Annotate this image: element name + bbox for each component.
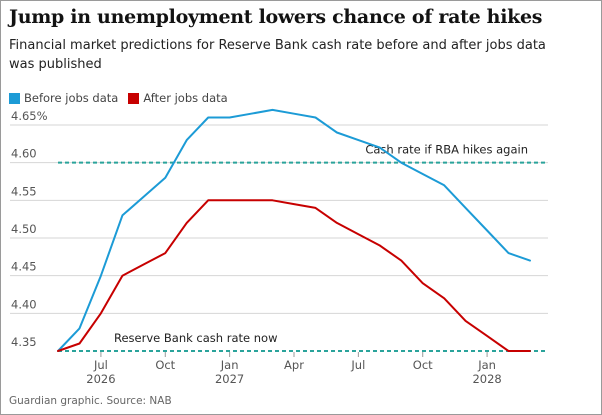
y-tick-label: 4.45 xyxy=(11,260,37,274)
legend-label-before: Before jobs data xyxy=(24,91,119,105)
legend-item-before: Before jobs data xyxy=(9,91,118,105)
x-tick-year: 2028 xyxy=(472,372,501,386)
y-tick-label: 4.60 xyxy=(11,147,37,161)
reference-line-label: Reserve Bank cash rate now xyxy=(114,331,277,345)
y-tick-label: 4.40 xyxy=(11,297,37,311)
x-tick-year: 2027 xyxy=(215,372,244,386)
chart-subtitle: Financial market predictions for Reserve… xyxy=(9,38,546,72)
chart-title: Jump in unemployment lowers chance of ra… xyxy=(9,6,543,28)
legend-label-after: After jobs data xyxy=(143,91,228,105)
x-tick-label: Oct xyxy=(155,358,175,372)
series-line-before xyxy=(57,108,531,352)
legend-swatch-after xyxy=(128,92,140,104)
legend-item-after: After jobs data xyxy=(128,91,228,105)
x-tick-year: 2026 xyxy=(86,372,115,386)
y-tick-label: 4.55 xyxy=(11,184,37,198)
x-tick-label: Oct xyxy=(413,358,433,372)
source-note: Guardian graphic. Source: NAB xyxy=(9,395,172,407)
y-tick-label: 4.65% xyxy=(11,109,48,123)
y-tick-label: 4.50 xyxy=(11,222,37,236)
x-tick-label: Apr xyxy=(284,358,304,372)
chart-legend: Before jobs data After jobs data xyxy=(9,91,238,105)
x-tick-label: Jul xyxy=(93,358,108,372)
x-tick-label: Jan xyxy=(477,358,496,372)
x-tick-label: Jul xyxy=(350,358,365,372)
y-tick-label: 4.35 xyxy=(11,335,37,349)
legend-swatch-before xyxy=(9,92,20,104)
series-line-after xyxy=(57,199,531,352)
reference-line-label: Cash rate if RBA hikes again xyxy=(365,143,528,157)
x-tick-label: Jan xyxy=(220,358,239,372)
